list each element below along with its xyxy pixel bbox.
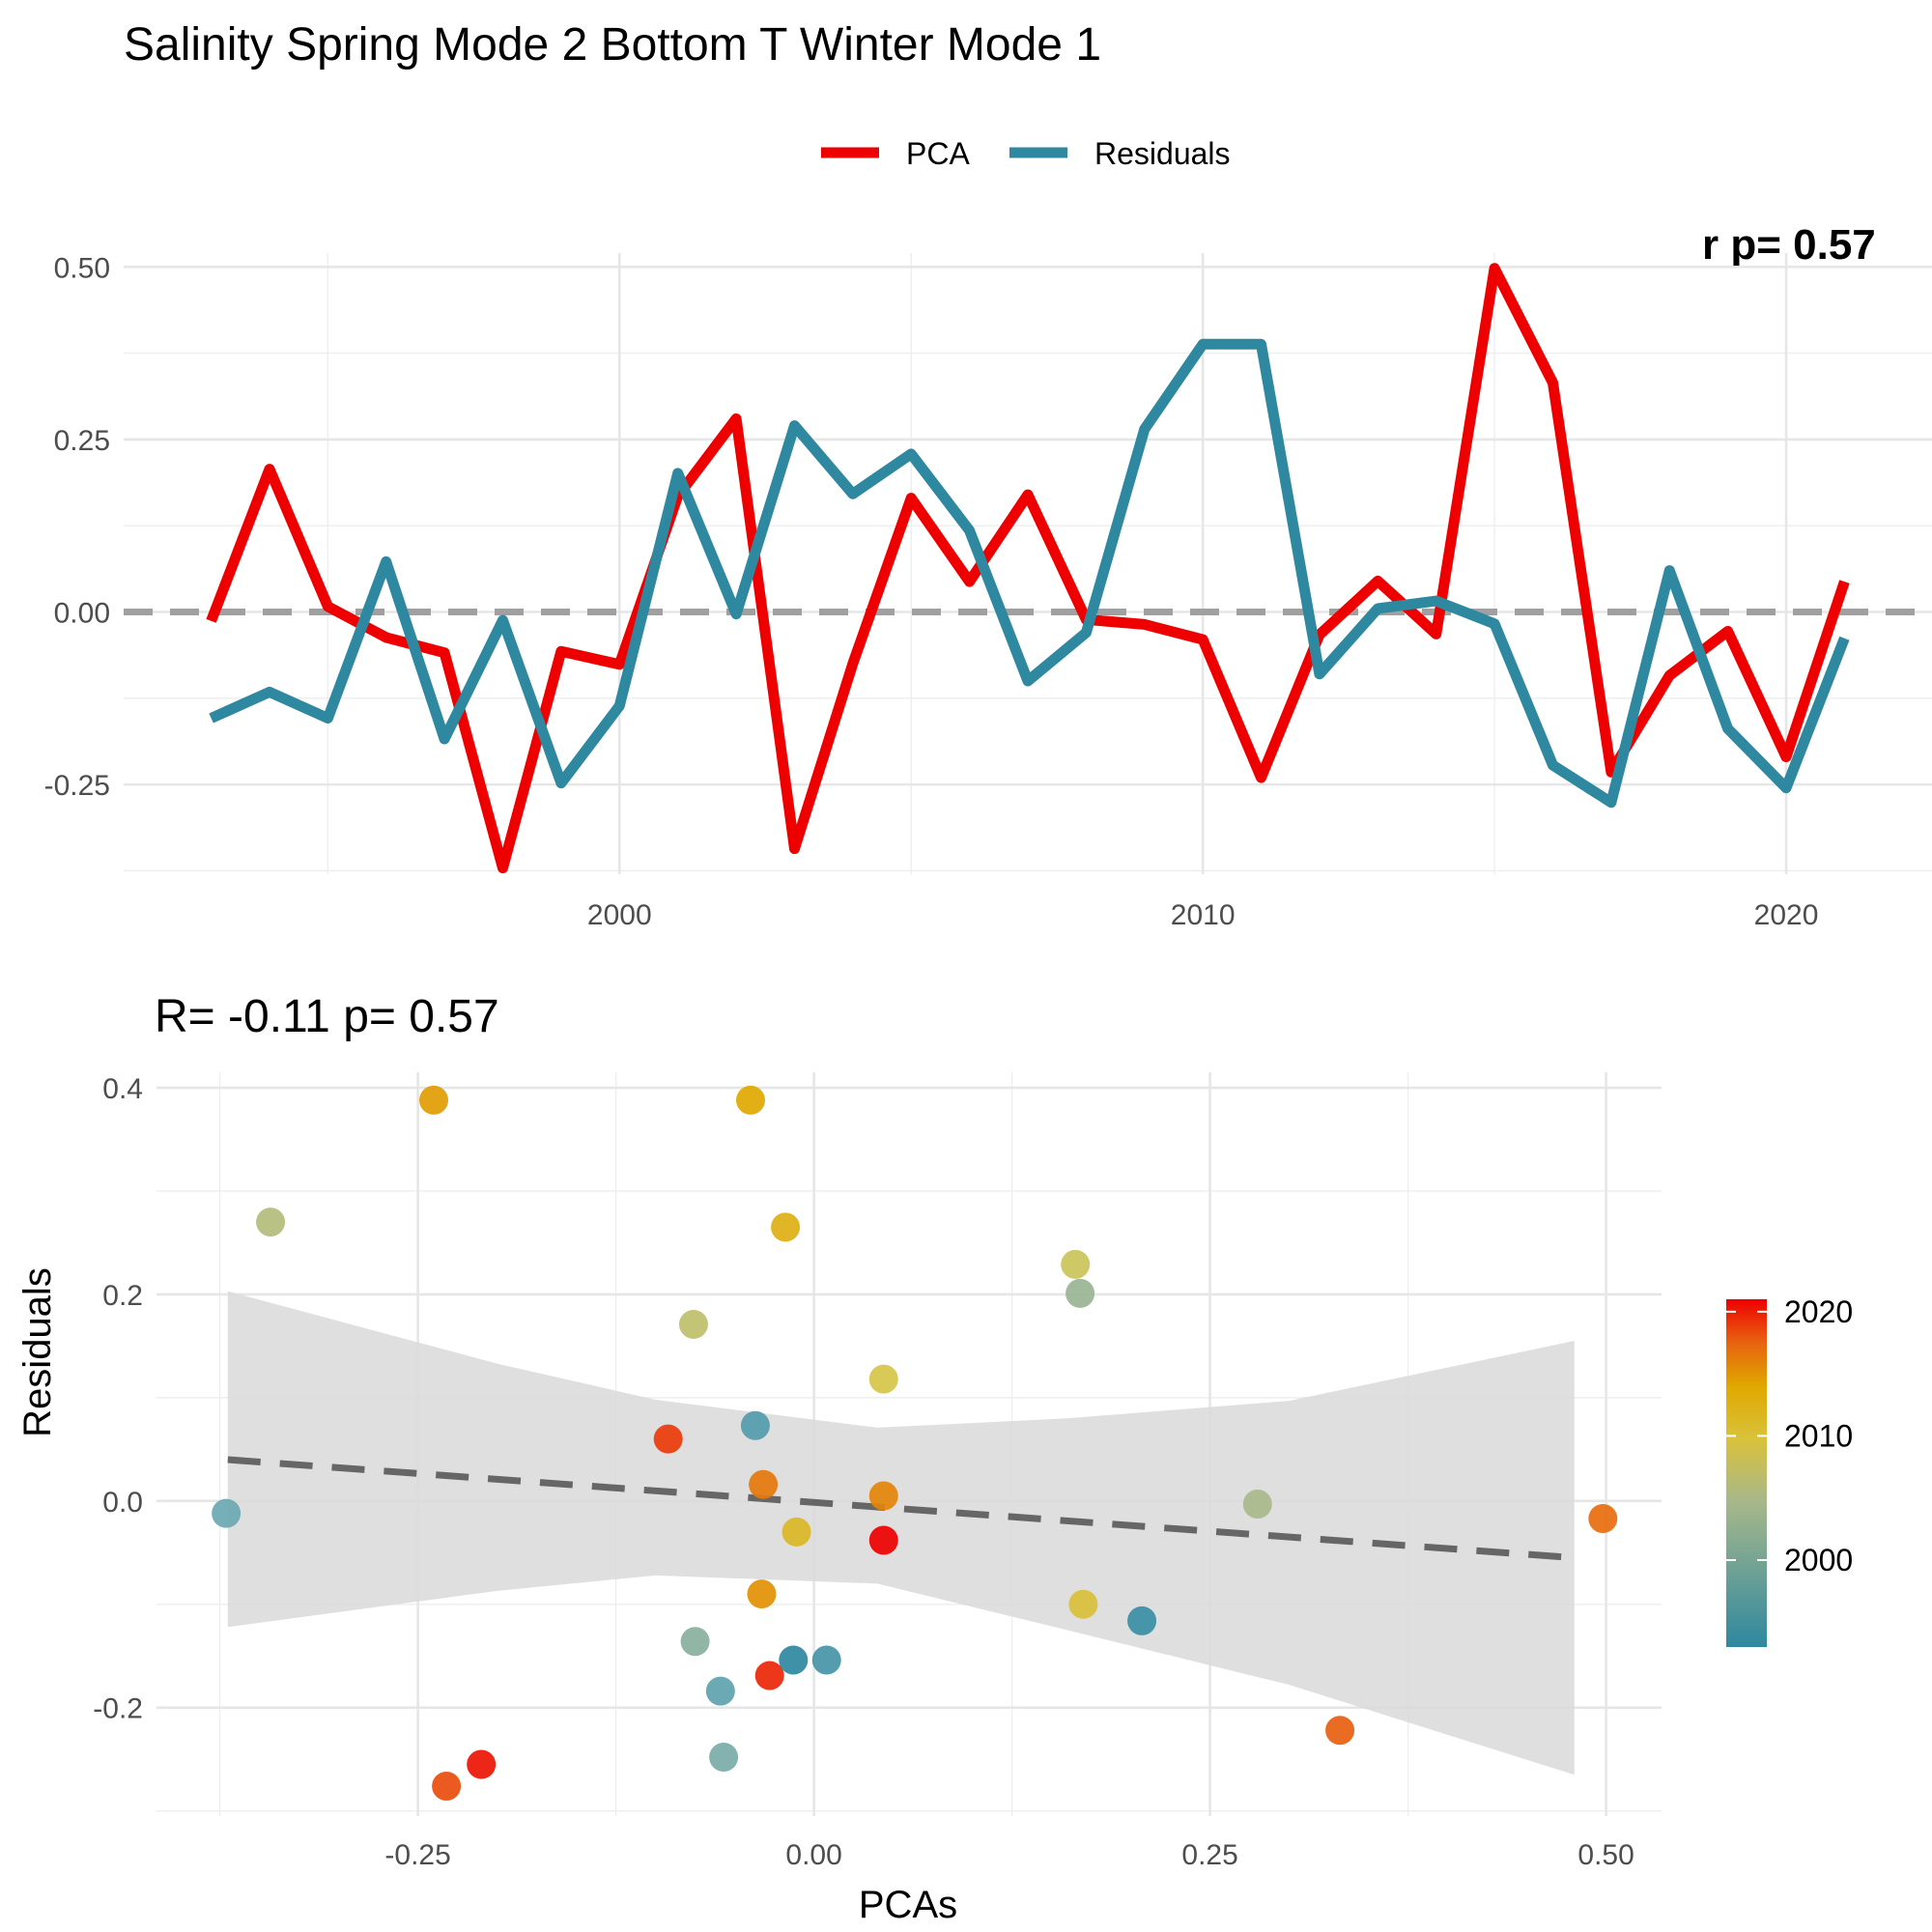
x-tick-label: 2000 (587, 899, 652, 931)
scatter-point (1242, 1490, 1272, 1520)
y-tick-label: 0.2 (102, 1280, 143, 1312)
scatter-point (771, 1212, 801, 1242)
scatter-point (1061, 1249, 1091, 1279)
scatter-point (868, 1481, 898, 1511)
scatter-point (653, 1424, 683, 1454)
series-line-pca (206, 263, 1850, 874)
scatter-subtitle: R= -0.11 p= 0.57 (155, 991, 499, 1042)
scatter-point (749, 1469, 779, 1499)
y-tick-label: 0.00 (54, 598, 110, 630)
scatter-point (781, 1517, 811, 1547)
scatter-point (811, 1645, 841, 1675)
y-tick-label: 0.25 (54, 425, 110, 457)
top-y-ticks: 0.50 0.25 0.00 -0.25 (44, 252, 110, 802)
x-tick-label: 2010 (1171, 899, 1236, 931)
x-tick-label: 0.00 (785, 1839, 841, 1871)
scatter-point (1065, 1278, 1095, 1308)
series-line-residuals (209, 338, 1850, 809)
y-tick-label: 0.4 (102, 1073, 143, 1105)
bottom-x-ticks: -0.25 0.00 0.25 0.50 (384, 1839, 1634, 1871)
x-tick-label: 0.50 (1577, 1839, 1634, 1871)
x-axis-title: PCAs (859, 1884, 957, 1926)
scatter-point (467, 1749, 497, 1779)
colorbar-tick-label: 2010 (1784, 1418, 1853, 1453)
scatter-point (680, 1627, 710, 1657)
corner-annotation: r p= 0.57 (1702, 221, 1876, 269)
scatter-point (1325, 1716, 1355, 1746)
chart-title: Salinity Spring Mode 2 Bottom T Winter M… (124, 19, 1101, 71)
x-tick-label: 0.25 (1181, 1839, 1237, 1871)
x-tick-label: 2020 (1754, 899, 1819, 931)
scatter-point (678, 1309, 708, 1339)
scatter-point (212, 1498, 242, 1528)
scatter-point (432, 1771, 462, 1801)
y-axis-title: Residuals (16, 1267, 59, 1437)
colorbar-gradient (1726, 1299, 1767, 1647)
scatter-point (747, 1579, 777, 1609)
confidence-band (227, 1291, 1575, 1776)
scatter-point (868, 1525, 898, 1555)
y-tick-label: -0.2 (93, 1693, 143, 1725)
y-tick-label: 0.50 (54, 252, 110, 284)
y-tick-label: 0.0 (102, 1487, 143, 1519)
bottom-y-ticks: 0.4 0.2 0.0 -0.2 (93, 1073, 143, 1725)
scatter-point (705, 1676, 735, 1706)
scatter-point (740, 1410, 770, 1440)
top-grid (124, 253, 1932, 874)
legend: PCA Residuals (821, 136, 1231, 171)
top-series (206, 263, 1850, 874)
legend-label-pca: PCA (906, 136, 970, 171)
colorbar-tick-label: 2000 (1784, 1543, 1853, 1577)
scatter-point (419, 1085, 448, 1115)
colorbar-tick-label: 2020 (1784, 1294, 1853, 1329)
scatter-panel: 0.4 0.2 0.0 -0.2 -0.25 0.00 0.25 0.50 PCAs Res… (16, 1072, 1662, 1926)
time-series-panel: 0.50 0.25 0.00 -0.25 2000 2010 2020 (44, 252, 1932, 931)
scatter-point (1068, 1589, 1098, 1619)
colorbar-ticks: 2020 2010 2000 (1726, 1294, 1853, 1577)
x-tick-label: -0.25 (384, 1839, 450, 1871)
scatter-point (256, 1208, 286, 1237)
scatter-point (779, 1645, 809, 1675)
top-x-ticks: 2000 2010 2020 (587, 899, 1818, 931)
colorbar: 2020 2010 2000 (1726, 1294, 1853, 1647)
scatter-point (868, 1364, 898, 1394)
fit-line (227, 1456, 1576, 1562)
legend-label-residuals: Residuals (1094, 136, 1231, 171)
scatter-point (1588, 1504, 1618, 1533)
scatter-points (212, 1085, 1618, 1801)
scatter-point (1127, 1605, 1157, 1635)
scatter-point (754, 1661, 784, 1690)
scatter-point (709, 1743, 739, 1773)
y-tick-label: -0.25 (44, 770, 110, 802)
scatter-point (736, 1085, 765, 1115)
